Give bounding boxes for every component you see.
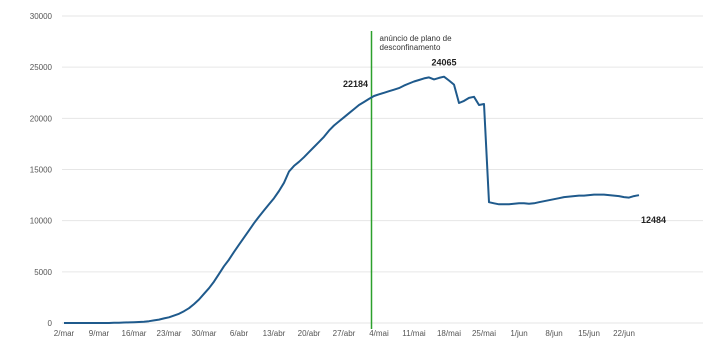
- y-tick-label: 5000: [34, 268, 52, 277]
- annotation-text: desconfinamento: [380, 43, 441, 52]
- y-tick-label: 10000: [30, 217, 53, 226]
- data-label: 12484: [641, 215, 666, 225]
- y-tick-label: 30000: [30, 12, 53, 21]
- grid: [62, 15, 703, 324]
- y-tick-label: 0: [48, 319, 53, 328]
- x-tick-label: 16/mar: [122, 329, 147, 338]
- x-tick-label: 22/jun: [613, 329, 635, 338]
- x-tick-label: 27/abr: [333, 329, 356, 338]
- x-tick-label: 8/jun: [545, 329, 562, 338]
- x-tick-label: 9/mar: [89, 329, 110, 338]
- x-tick-label: 11/mai: [402, 329, 426, 338]
- data-labels: 22184 24065 12484: [343, 58, 666, 226]
- x-axis-ticks: 2/mar 9/mar 16/mar 23/mar 30/mar 6/abr 13/abr 2…: [54, 329, 635, 338]
- data-label: 24065: [431, 58, 456, 68]
- data-label: 22184: [343, 79, 368, 89]
- series-line: [64, 75, 640, 324]
- x-tick-label: 30/mar: [192, 329, 217, 338]
- x-tick-label: 20/abr: [298, 329, 321, 338]
- y-tick-label: 20000: [30, 114, 53, 123]
- series-layer: [64, 75, 640, 324]
- x-tick-label: 23/mar: [157, 329, 182, 338]
- x-tick-label: 6/abr: [230, 329, 249, 338]
- x-tick-label: 25/mai: [472, 329, 496, 338]
- x-tick-label: 4/mai: [369, 329, 389, 338]
- annotation-text: anúncio de plano de: [380, 34, 453, 43]
- x-tick-label: 13/abr: [263, 329, 286, 338]
- y-tick-label: 25000: [30, 63, 53, 72]
- x-tick-label: 18/mai: [437, 329, 461, 338]
- y-tick-label: 15000: [30, 166, 53, 175]
- y-axis-ticks: 0 5000 10000 15000 20000 25000 30000: [30, 12, 53, 328]
- x-tick-label: 1/jun: [510, 329, 527, 338]
- x-tick-label: 2/mar: [54, 329, 75, 338]
- x-tick-label: 15/jun: [578, 329, 600, 338]
